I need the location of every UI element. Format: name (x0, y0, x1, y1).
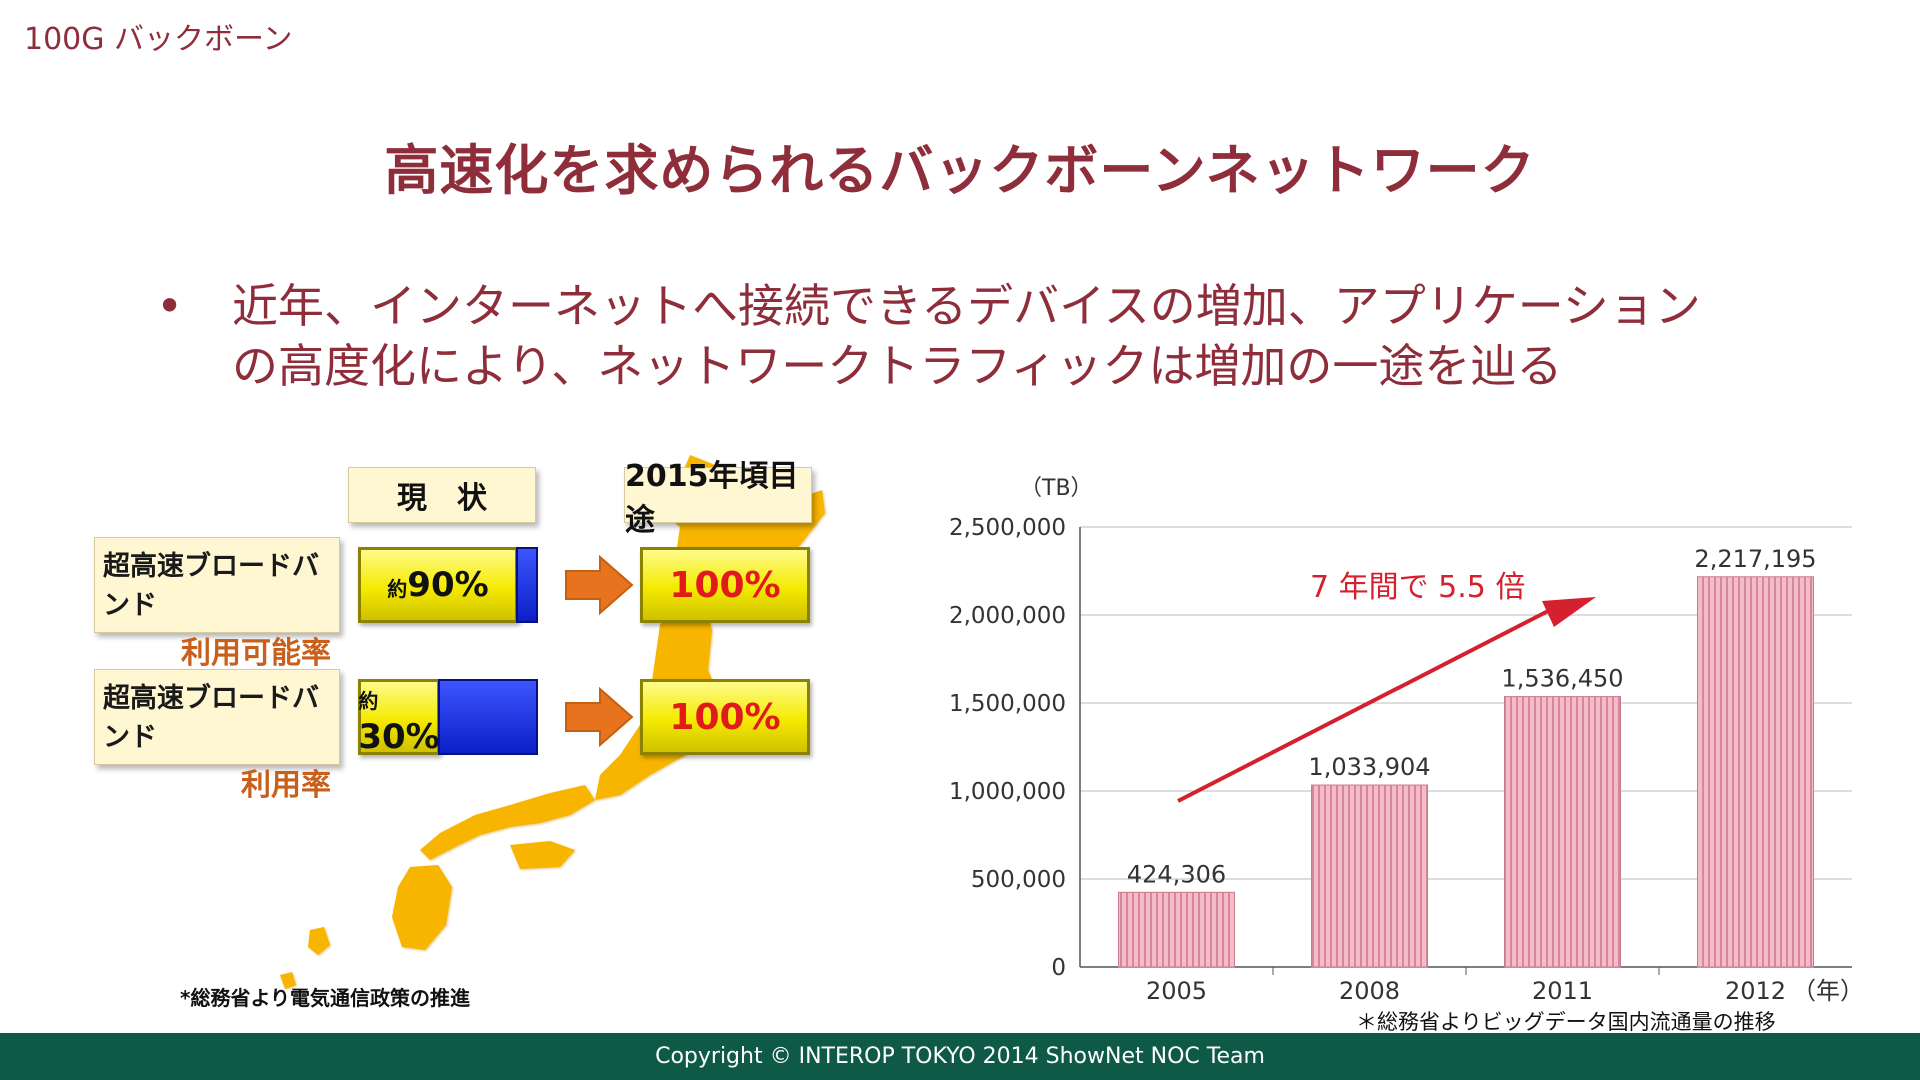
x-tick-label: 2011 (1532, 977, 1593, 1005)
goal-value: 100% (669, 564, 781, 606)
y-tick-label: 2,000,000 (949, 603, 1066, 629)
x-unit-label: （年） (1792, 977, 1864, 1005)
left-source-note: *総務省より電気通信政策の推進 (180, 986, 471, 1010)
goal-value: 100% (669, 696, 781, 738)
slide-title: 高速化を求められるバックボーンネットワーク (384, 139, 1536, 202)
header-goal: 2015年頃目途 (624, 459, 812, 538)
growth-arrow-head (1542, 597, 1596, 627)
remaining-bar-availability (516, 547, 538, 623)
bar-value-label: 424,306 (1127, 860, 1226, 888)
arrow-right-icon (565, 687, 634, 747)
y-tick-label: 0 (1051, 955, 1066, 981)
traffic-bar-chart: 0 500,000 1,000,000 1,500,000 2,000,000 2,500… (949, 476, 1864, 1005)
arrow-right-icon (565, 555, 634, 615)
remaining-bar-usage (438, 679, 538, 755)
bar-value-label: 1,033,904 (1308, 753, 1430, 781)
broadband-infographic: 現 状 2015年頃目途 超高速ブロードバンド 利用可能率 約90% 100% … (80, 455, 880, 1000)
current-bar-availability: 約90% (358, 547, 518, 623)
x-tick-label: 2012 (1725, 977, 1786, 1005)
bar (1504, 696, 1621, 968)
header-current: 現 状 (348, 467, 536, 523)
y-tick-label: 500,000 (971, 867, 1066, 893)
current-bar-usage: 約30% (358, 679, 440, 757)
bar (1697, 576, 1814, 968)
chart-source-note: ＊総務省よりビッグデータ国内流通量の推移 (1356, 1010, 1776, 1034)
x-tick-label: 2008 (1339, 977, 1400, 1005)
row-label-usage: 超高速ブロードバンド 利用率 (94, 669, 340, 803)
bar (1118, 891, 1235, 968)
bullet-text: 近年、インターネットへ接続できるデバイスの増加、アプリケーションの高度化により、… (232, 279, 1701, 393)
bullet-item: • 近年、インターネットへ接続できるデバイスの増加、アプリケーションの高度化によ… (156, 276, 1776, 396)
bullet-dot: • (156, 279, 184, 333)
row-label-line1: 超高速ブロードバンド (103, 551, 319, 621)
bar-value-label: 1,536,450 (1501, 665, 1623, 693)
row-label-line2: 利用可能率 (181, 636, 331, 671)
footer-copyright: Copyright © INTEROP TOKYO 2014 ShowNet N… (0, 1033, 1920, 1080)
current-value: 約90% (387, 565, 489, 605)
growth-arrow-line (1177, 607, 1553, 803)
bar (1311, 784, 1428, 968)
row-label-line1: 超高速ブロードバンド (103, 683, 319, 753)
y-tick-label: 1,500,000 (949, 691, 1066, 717)
goal-bar-availability: 100% (640, 547, 810, 623)
growth-annotation: 7 年間で 5.5 倍 (1310, 570, 1525, 605)
x-tick-label: 2005 (1146, 977, 1207, 1005)
current-value: 約30% (358, 689, 440, 757)
y-tick-label: 2,500,000 (949, 515, 1066, 541)
section-label: 100G バックボーン (24, 22, 293, 57)
bar-value-label: 2,217,195 (1694, 545, 1816, 573)
goal-bar-usage: 100% (640, 679, 810, 755)
y-tick-label: 1,000,000 (949, 779, 1066, 805)
row-label-line2: 利用率 (241, 768, 331, 803)
row-label-availability: 超高速ブロードバンド 利用可能率 (94, 537, 340, 671)
y-unit-label: （TB） (1020, 476, 1093, 501)
